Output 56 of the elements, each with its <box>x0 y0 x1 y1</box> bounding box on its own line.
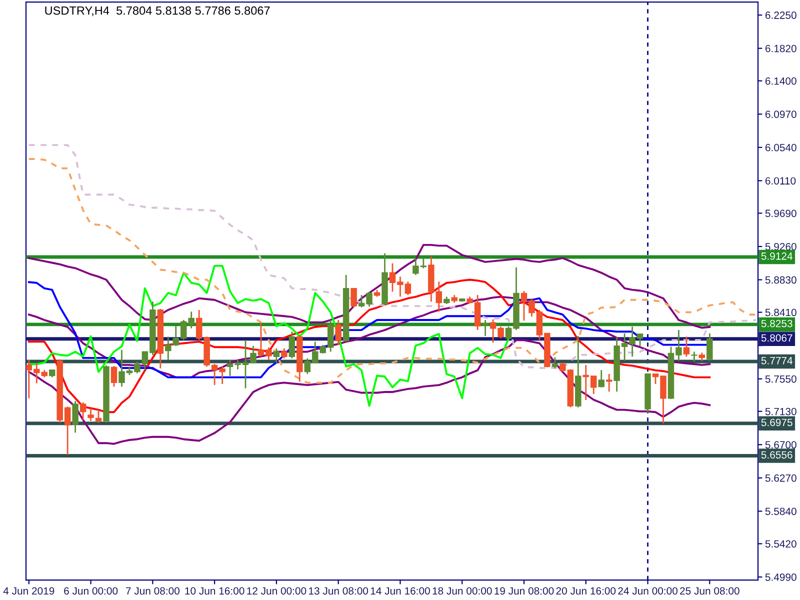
x-tick-label: 24 Jun 00:00 <box>618 587 678 595</box>
y-tick-label: 6.0970 <box>765 110 796 118</box>
y-tick-label: 5.5840 <box>765 508 796 516</box>
x-tick-label: 12 Jun 00:00 <box>247 587 306 595</box>
x-tick-label: 18 Jun 00:00 <box>432 587 492 595</box>
y-tick-label: 5.8410 <box>765 308 796 316</box>
candlestick <box>80 402 86 421</box>
candlestick <box>273 348 280 364</box>
candlestick <box>110 365 118 388</box>
candlestick <box>335 319 342 346</box>
x-tick-label: 25 Jun 08:00 <box>680 587 740 595</box>
line-series <box>28 278 711 414</box>
ref-line-label: 5.8253 <box>761 320 792 328</box>
candlestick <box>95 409 102 424</box>
candlestick <box>350 288 357 308</box>
x-tick-label: 6 Jun 00:00 <box>64 587 118 595</box>
y-tick-label: 6.0110 <box>765 177 796 185</box>
y-tick-label: 5.6700 <box>765 441 796 449</box>
candlestick <box>482 319 488 337</box>
candlestick <box>72 400 78 434</box>
x-tick-label: 13 Jun 08:00 <box>309 587 368 595</box>
ref-line-label: 5.9124 <box>761 252 792 260</box>
x-tick-label: 20 Jun 16:00 <box>556 587 616 595</box>
y-tick-label: 5.7130 <box>765 408 796 416</box>
candlestick <box>288 330 296 360</box>
line-series <box>28 339 711 445</box>
candlestick <box>706 332 713 362</box>
x-tick-label: 19 Jun 08:00 <box>494 587 554 595</box>
ref-line-label: 5.7774 <box>761 357 792 364</box>
y-tick-label: 5.7550 <box>765 375 796 383</box>
candlestick <box>88 408 94 422</box>
ref-line-label: 5.8067 <box>761 334 792 342</box>
y-tick-label: 5.4990 <box>765 574 796 581</box>
y-tick-label: 5.5420 <box>765 540 796 548</box>
candlestick <box>691 350 698 362</box>
x-tick-label: 10 Jun 16:00 <box>185 587 244 595</box>
chart-title: USDTRY,H4 5.7804 5.8138 5.7786 5.8067 <box>45 6 270 16</box>
ref-line-label: 5.6556 <box>761 451 792 459</box>
candlestick <box>683 336 690 358</box>
x-tick-label: 14 Jun 16:00 <box>370 587 430 595</box>
line-series <box>28 264 510 407</box>
candlestick <box>606 373 612 392</box>
ref-line-label: 5.6975 <box>761 418 792 426</box>
y-tick-label: 5.8830 <box>765 276 796 284</box>
candlestick <box>552 356 558 370</box>
candlestick <box>281 348 288 360</box>
y-tick-label: 5.6270 <box>765 474 796 482</box>
line-series <box>28 244 711 329</box>
y-tick-label: 6.1400 <box>765 77 796 85</box>
x-tick-label: 7 Jun 08:00 <box>126 587 180 595</box>
y-tick-label: 5.9690 <box>765 210 796 218</box>
y-tick-label: 6.2250 <box>765 12 796 19</box>
y-tick-label: 6.1820 <box>765 44 796 52</box>
x-tick-label: 4 Jun 2019 <box>3 587 54 595</box>
y-tick-label: 6.0540 <box>765 144 796 152</box>
candlestick <box>598 369 604 388</box>
